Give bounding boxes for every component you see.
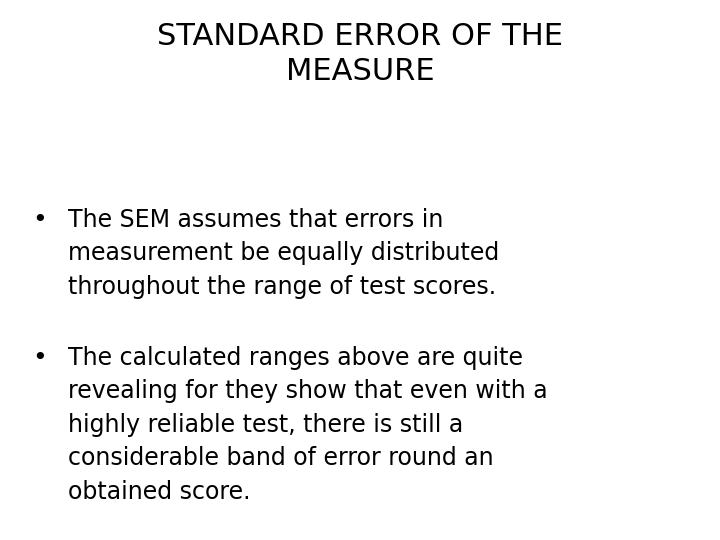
Text: •: • [32, 208, 47, 232]
Text: STANDARD ERROR OF THE
MEASURE: STANDARD ERROR OF THE MEASURE [157, 22, 563, 86]
Text: The SEM assumes that errors in
measurement be equally distributed
throughout the: The SEM assumes that errors in measureme… [68, 208, 500, 299]
Text: •: • [32, 346, 47, 369]
Text: The calculated ranges above are quite
revealing for they show that even with a
h: The calculated ranges above are quite re… [68, 346, 548, 504]
